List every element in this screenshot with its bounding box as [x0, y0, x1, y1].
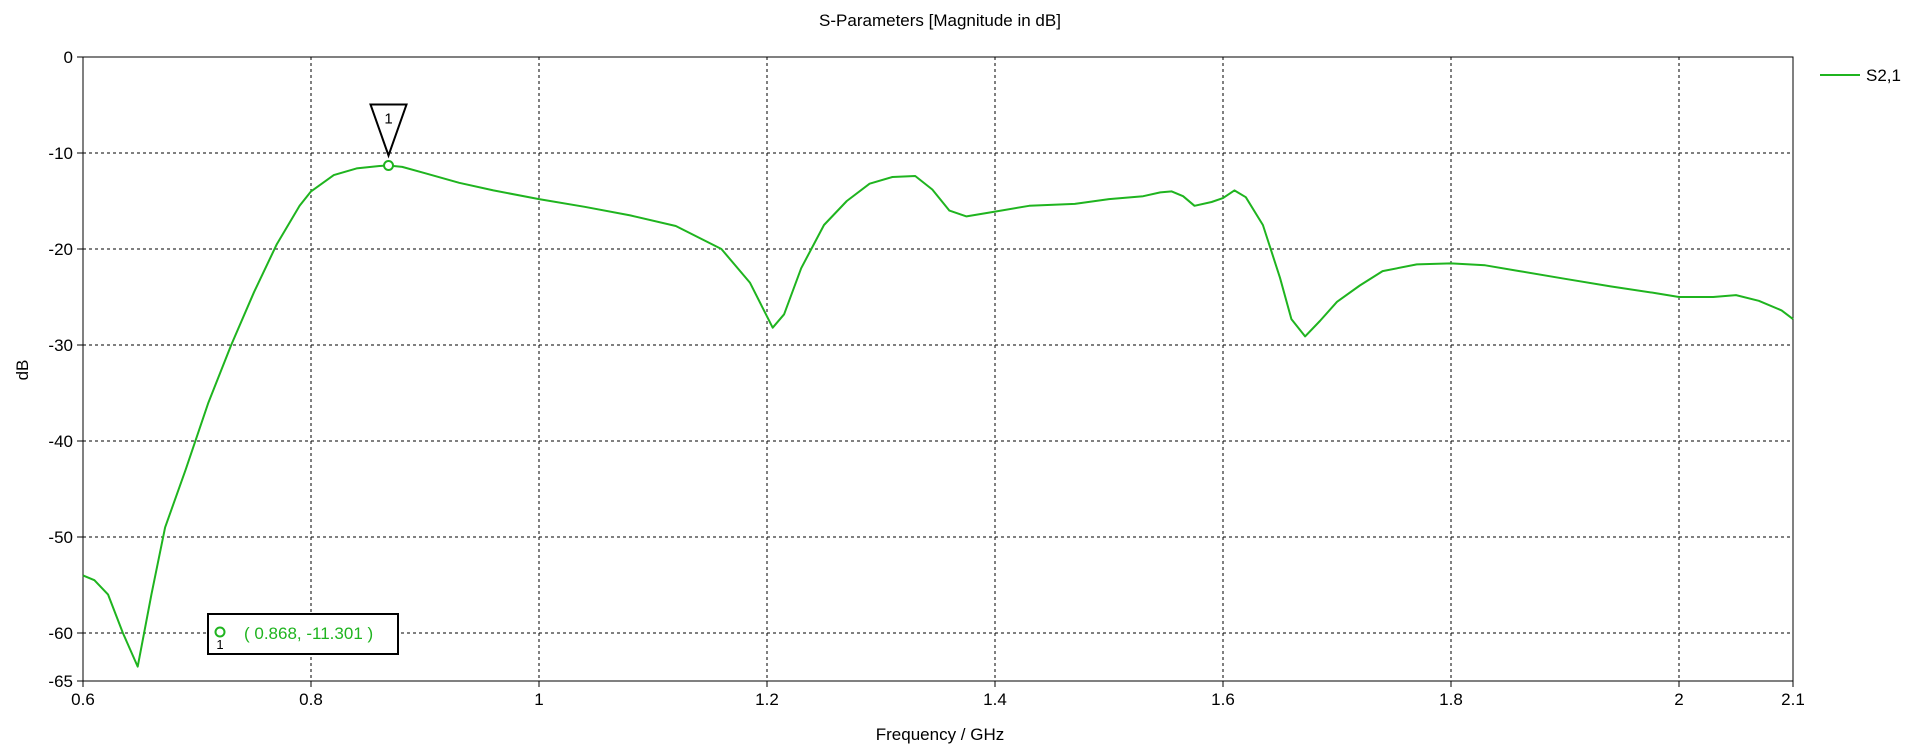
legend-label-s21: S2,1	[1866, 66, 1901, 85]
y-tick-label: -60	[48, 624, 73, 643]
x-tick-label: 2.1	[1781, 690, 1805, 709]
y-tick-label: -50	[48, 528, 73, 547]
marker-readout-id: 1	[216, 637, 223, 652]
x-tick-label: 1.8	[1439, 690, 1463, 709]
x-tick-label: 1.2	[755, 690, 779, 709]
series-line-s21	[82, 164, 1794, 668]
marker-flag	[369, 103, 408, 159]
y-tick-label: -10	[48, 144, 73, 163]
tick-layer: 0.6 0.8 1 1.2 1.4 1.6 1.8 2 2.1 0 -10 -20 -30 -40 -50 -…	[48, 48, 1804, 709]
marker-readout-text: ( 0.868, -11.301 )	[244, 624, 373, 643]
legend: S2,1	[1820, 66, 1901, 85]
y-axis-label: dB	[13, 360, 32, 381]
x-axis-label: Frequency / GHz	[876, 725, 1005, 744]
marker-readout-icon	[214, 626, 226, 638]
plot-frame	[82, 56, 1794, 682]
marker-readout-box	[207, 613, 399, 655]
y-tick-label: -30	[48, 336, 73, 355]
marker-point	[383, 159, 395, 171]
chart-title: S-Parameters [Magnitude in dB]	[819, 11, 1061, 30]
y-tick-label: -65	[48, 672, 73, 691]
x-tick-label: 1.4	[983, 690, 1007, 709]
x-tick-label: 1	[534, 690, 543, 709]
x-tick-label: 1.6	[1211, 690, 1235, 709]
y-tick-label: -20	[48, 240, 73, 259]
y-tick-label: -40	[48, 432, 73, 451]
x-tick-label: 0.8	[299, 690, 323, 709]
marker-flag-label: 1	[384, 110, 392, 127]
x-tick-label: 2	[1674, 690, 1683, 709]
x-tick-label: 0.6	[71, 690, 95, 709]
series-layer	[82, 164, 1794, 668]
marker-layer: 1 1 ( 0.868, -11.301 )	[207, 103, 408, 655]
y-tick-label: 0	[64, 48, 73, 67]
